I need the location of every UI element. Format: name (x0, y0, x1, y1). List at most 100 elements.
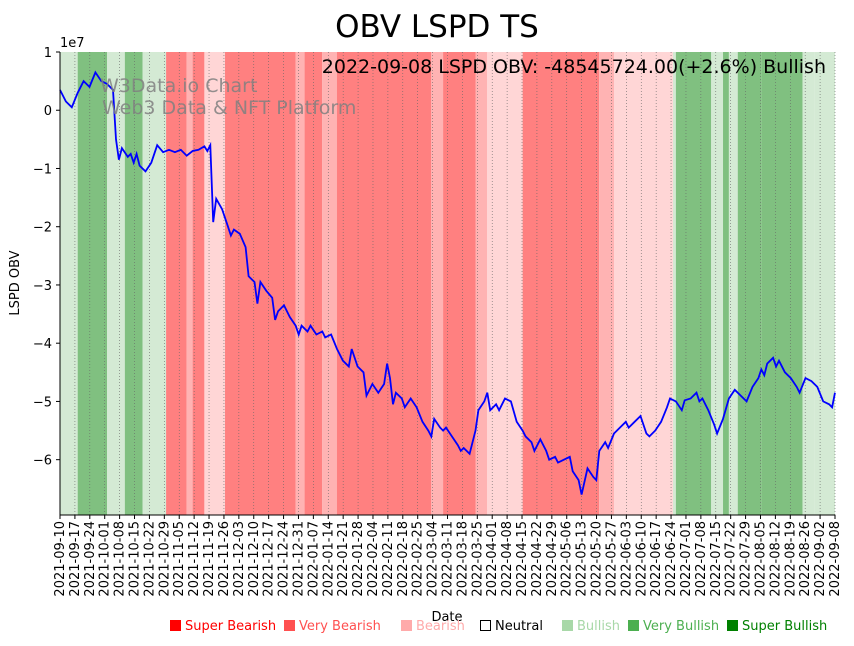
y-tick-label: −1 (33, 162, 52, 177)
sentiment-band (475, 52, 488, 515)
legend-item: Super Bearish (170, 619, 276, 634)
x-tick-label: 2021-10-22 (142, 521, 157, 597)
legend-swatch (401, 620, 412, 631)
legend-label: Very Bearish (299, 619, 381, 634)
x-tick-label: 2022-09-02 (813, 521, 828, 597)
sentiment-band (728, 52, 738, 515)
x-tick-label: 2022-04-29 (545, 521, 560, 597)
sentiment-band (487, 52, 523, 515)
x-tick-label: 2022-01-07 (306, 521, 321, 597)
x-tick-label: 2021-12-17 (262, 521, 277, 597)
x-tick-label: 2021-09-10 (53, 521, 68, 597)
x-tick-label: 2022-04-22 (530, 521, 545, 597)
x-tick-label: 2022-05-27 (604, 521, 619, 597)
sentiment-band (599, 52, 614, 515)
x-tick-label: 2022-02-25 (411, 521, 426, 597)
sentiment-band (295, 52, 305, 515)
legend-item: Neutral (480, 619, 543, 634)
legend-swatch (727, 620, 738, 631)
sentiment-band (142, 52, 146, 515)
sentiment-band (192, 52, 205, 515)
y-axis-ticks: 1 0 −1 −2 −3 −4 −5 −6 (33, 46, 60, 469)
chart-title: OBV LSPD TS (335, 9, 539, 45)
y-tick-label: −3 (33, 279, 52, 294)
sentiment-band (204, 52, 226, 515)
sentiment-band (336, 52, 432, 515)
chart-annotation: 2022-09-08 LSPD OBV: -48545724.00(+2.6%)… (322, 56, 826, 78)
sentiment-band (711, 52, 724, 515)
sentiment-band (186, 52, 193, 515)
x-tick-label: 2022-06-17 (649, 521, 664, 597)
x-tick-label: 2022-02-04 (366, 521, 381, 597)
x-tick-label: 2021-12-31 (291, 521, 306, 597)
legend-swatch (562, 620, 573, 631)
watermark-line-2: Web3 Data & NFT Platform (102, 97, 356, 119)
legend-item: Very Bullish (628, 619, 719, 634)
x-tick-label: 2022-06-10 (634, 521, 649, 597)
legend-swatch (284, 620, 295, 631)
legend-label: Super Bearish (185, 619, 277, 634)
x-tick-label: 2021-11-05 (172, 521, 187, 597)
x-tick-label: 2021-11-19 (202, 521, 217, 597)
legend-item: Very Bearish (284, 619, 381, 634)
x-tick-label: 2021-12-03 (232, 521, 247, 597)
x-tick-label: 2022-02-11 (381, 521, 396, 597)
sentiment-band (675, 52, 712, 515)
sentiment-band (761, 52, 803, 515)
sentiment-band (107, 52, 125, 515)
x-tick-label: 2022-07-29 (739, 521, 754, 597)
legend: Super Bearish Very Bearish Bearish Neutral B… (0, 619, 854, 639)
x-tick-label: 2022-03-11 (441, 521, 456, 597)
legend-item: Bearish (401, 619, 465, 634)
x-tick-label: 2022-01-28 (351, 521, 366, 597)
x-tick-label: 2022-03-18 (455, 521, 470, 597)
sentiment-band (723, 52, 729, 515)
sentiment-bands (60, 52, 835, 515)
sentiment-band (613, 52, 673, 515)
x-tick-label: 2021-12-10 (247, 521, 262, 597)
x-tick-label: 2022-04-15 (515, 521, 530, 597)
y-axis-label: LSPD OBV (8, 250, 23, 315)
x-tick-label: 2022-06-24 (664, 521, 679, 597)
x-tick-label: 2022-08-12 (768, 521, 783, 597)
x-tick-label: 2022-05-06 (560, 521, 575, 597)
x-tick-label: 2022-08-26 (798, 521, 813, 597)
y-scale-label: 1e7 (60, 36, 85, 51)
vertical-gridlines (59, 52, 836, 515)
x-tick-label: 2022-05-20 (590, 521, 605, 597)
x-tick-label: 2021-09-24 (83, 521, 98, 597)
sentiment-band (737, 52, 762, 515)
sentiment-band (166, 52, 187, 515)
y-tick-label: −6 (33, 454, 52, 469)
x-tick-label: 2021-10-15 (128, 521, 143, 597)
x-tick-label: 2022-07-15 (709, 521, 724, 597)
x-tick-label: 2022-03-25 (470, 521, 485, 597)
x-tick-label: 2022-08-19 (783, 521, 798, 597)
sentiment-band (443, 52, 476, 515)
x-tick-label: 2022-04-08 (500, 521, 515, 597)
legend-swatch (480, 620, 491, 631)
legend-swatch (170, 620, 181, 631)
x-axis-label: Date (431, 610, 462, 625)
x-tick-label: 2021-10-01 (98, 521, 113, 597)
legend-item: Bullish (562, 619, 620, 634)
x-tick-label: 2022-04-01 (485, 521, 500, 597)
y-tick-label: −5 (33, 395, 52, 410)
x-axis-ticks: 2021-09-10 2021-09-17 2021-09-24 2021-10-01… (53, 515, 843, 597)
legend-label: Bearish (416, 619, 465, 634)
x-tick-label: 2021-11-26 (217, 521, 232, 597)
sentiment-band (431, 52, 444, 515)
watermark-line-1: W3Data.io Chart (100, 75, 257, 97)
legend-item: Super Bullish (727, 619, 827, 634)
legend-label: Neutral (495, 619, 543, 634)
obv-series-line (59, 70, 836, 495)
y-tick-label: −2 (33, 221, 52, 236)
sentiment-band (124, 52, 143, 515)
y-tick-label: 0 (44, 104, 52, 119)
x-tick-label: 2022-01-14 (321, 521, 336, 597)
legend-label: Very Bullish (643, 619, 720, 634)
x-tick-label: 2021-10-08 (113, 521, 128, 597)
x-tick-label: 2022-05-13 (575, 521, 590, 597)
sentiment-band (672, 52, 676, 515)
